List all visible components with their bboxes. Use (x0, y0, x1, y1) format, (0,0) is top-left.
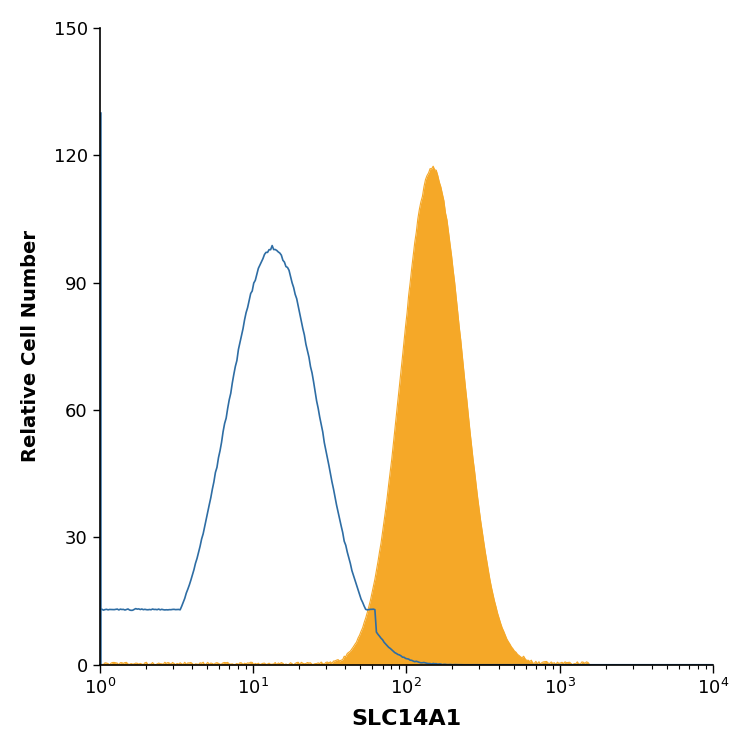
Y-axis label: Relative Cell Number: Relative Cell Number (21, 230, 40, 462)
X-axis label: SLC14A1: SLC14A1 (351, 710, 461, 729)
